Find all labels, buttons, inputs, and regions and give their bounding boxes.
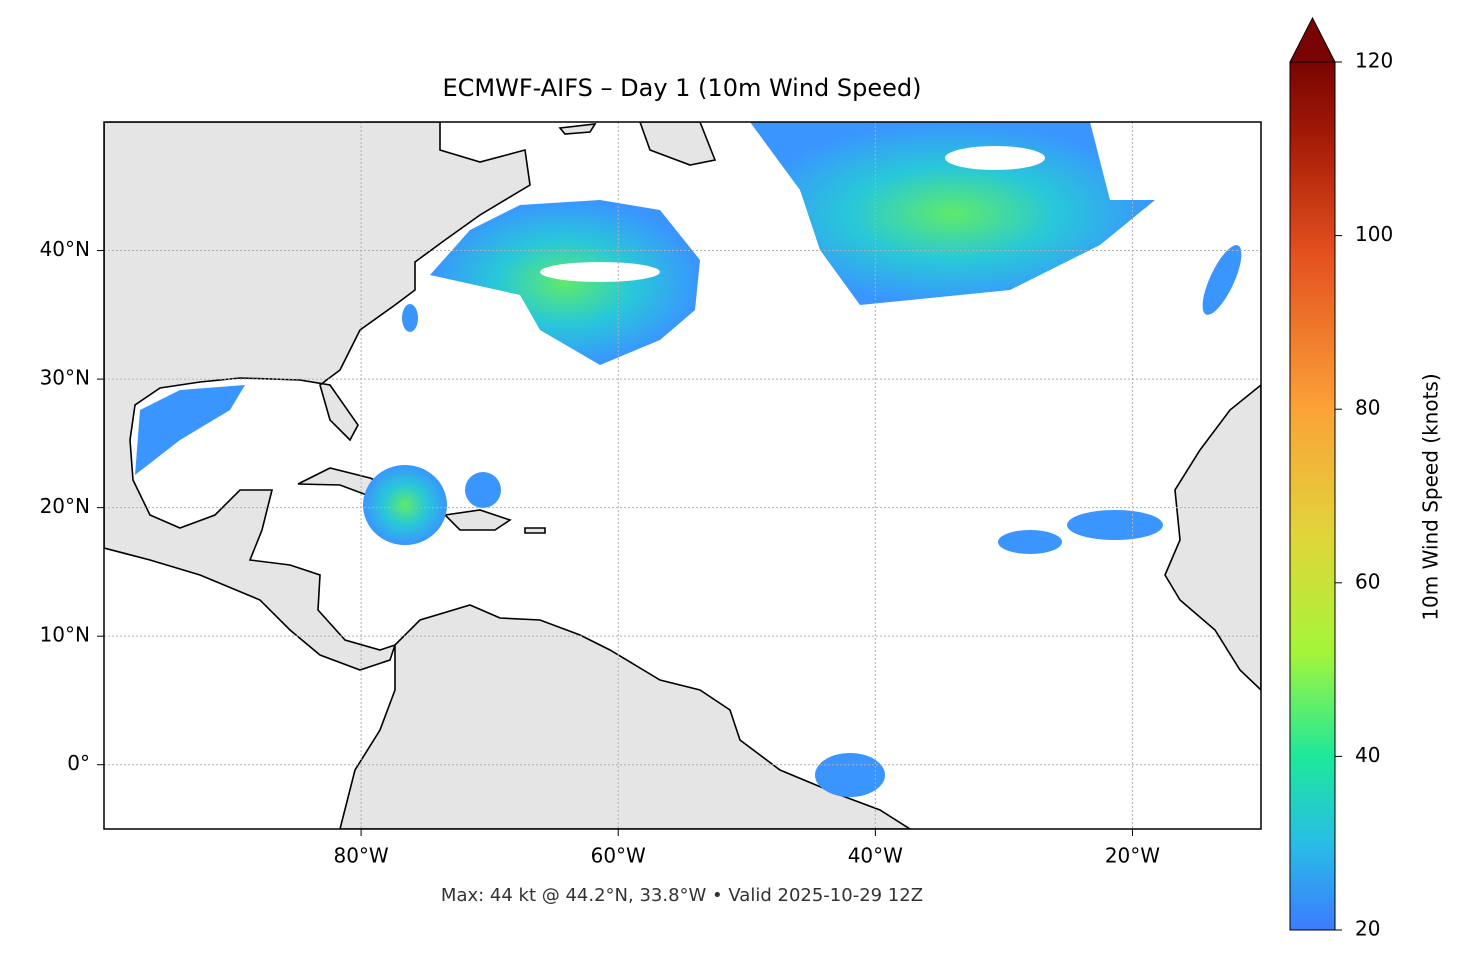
y-tick-label: 10°N: [40, 623, 90, 647]
x-tick-label: 80°W: [333, 844, 388, 868]
y-tick-label: 30°N: [40, 366, 90, 390]
colorbar-extend: [1289, 16, 1336, 63]
colorbar-tick-label: 20: [1355, 917, 1380, 941]
x-tick-label: 60°W: [591, 844, 646, 868]
colorbar-tick-label: 40: [1355, 743, 1380, 767]
colorbar-tick-label: 100: [1355, 222, 1393, 246]
footer-note: Max: 44 kt @ 44.2°N, 33.8°W • Valid 2025…: [441, 885, 923, 906]
y-tick-label: 0°: [67, 751, 90, 775]
plot-frame: [103, 121, 1262, 830]
wind-field: [135, 122, 1242, 797]
chart-title: ECMWF-AIFS – Day 1 (10m Wind Speed): [442, 74, 921, 102]
colorbar: [1289, 61, 1336, 931]
colorbar-tick-label: 60: [1355, 569, 1380, 593]
y-tick-label: 20°N: [40, 494, 90, 518]
map-area: [104, 122, 1261, 829]
colorbar-tick-label: 120: [1355, 49, 1393, 73]
colorbar-label: 10m Wind Speed (knots): [1419, 373, 1443, 620]
x-tick-label: 40°W: [848, 844, 903, 868]
y-tick-label: 40°N: [40, 237, 90, 261]
x-tick-label: 20°W: [1105, 844, 1160, 868]
colorbar-tick-label: 80: [1355, 396, 1380, 420]
